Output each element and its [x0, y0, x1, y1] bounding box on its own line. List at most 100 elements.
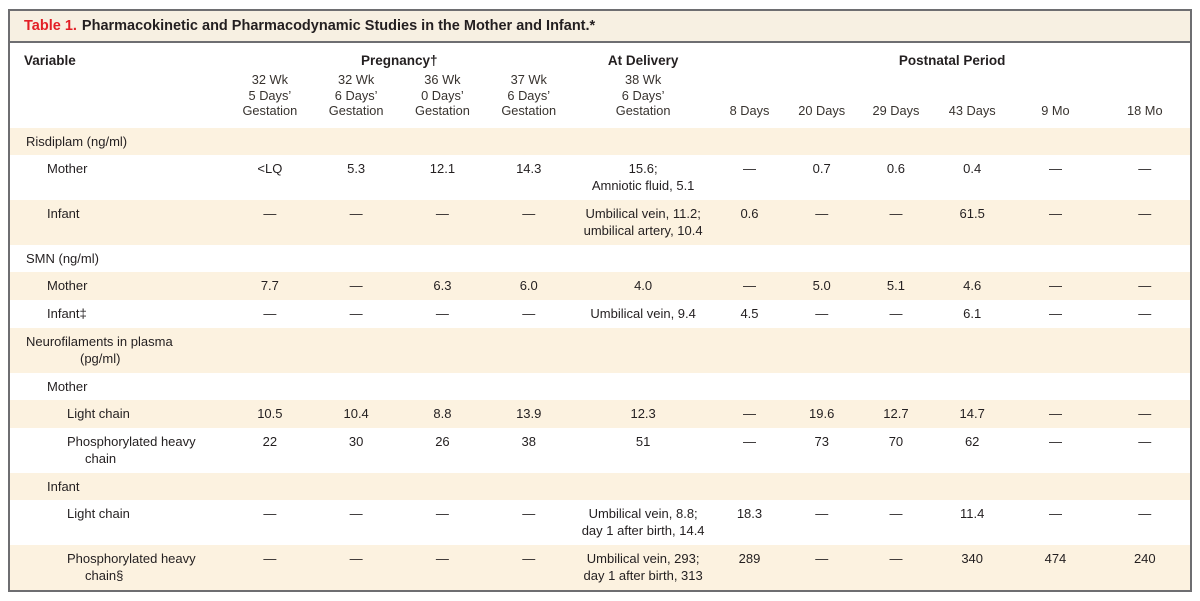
cell-value: 22 [262, 433, 278, 449]
cell-value: 70 [888, 433, 904, 449]
cell-value [1100, 473, 1190, 501]
cell-value: — [263, 551, 277, 567]
cell-value: Umbilical vein, 9.4 [590, 306, 696, 322]
cell-value: Umbilical vein, 8.8; day 1 after birth, … [581, 506, 705, 539]
cell-value: 26 [435, 433, 450, 449]
cell-value: — [815, 506, 829, 522]
cell-value: 4.5 [740, 306, 759, 322]
cell-value [399, 245, 485, 273]
cell-value: — [1048, 506, 1062, 522]
cell-value: 38 [521, 433, 536, 449]
cell-value [313, 128, 399, 156]
cell-value: 13.9 [516, 406, 542, 422]
cell-value: — [742, 161, 756, 177]
row-label: Light chain [67, 506, 130, 522]
cell-value: — [522, 506, 536, 522]
cell-value [486, 473, 572, 501]
cell-value: 5.3 [347, 161, 366, 177]
cell-value: <LQ [257, 161, 283, 177]
cell-value: 14.3 [516, 161, 542, 177]
cell-value: — [742, 406, 756, 422]
cell-value: — [1138, 433, 1152, 449]
cell-value: — [263, 306, 277, 322]
table-row: Mother [10, 373, 1190, 401]
cell-value: 18.3 [736, 506, 763, 522]
row-label: Infant‡ [47, 306, 87, 322]
cell-value [399, 128, 485, 156]
table-row: Mother <LQ 5.3 12.1 14.3 15.6; Amniotic fluid… [10, 155, 1190, 200]
column-header-36wk0d: 36 Wk 0 Days’ Gestation [415, 72, 470, 118]
cell-value [714, 128, 784, 156]
table-caption: Pharmacokinetic and Pharmacodynamic Stud… [81, 18, 596, 34]
cell-value [714, 245, 784, 273]
subcolumn-header-row: 32 Wk 5 Days’ Gestation 32 Wk 6 Days’ Ge… [10, 70, 1190, 128]
cell-value: — [1138, 506, 1152, 522]
cell-value: 11.4 [960, 506, 985, 522]
cell-value: — [1048, 306, 1062, 322]
cell-value [785, 328, 859, 373]
data-table: Variable Pregnancy† At Delivery Postnata… [10, 43, 1190, 590]
table-row: Infant [10, 472, 1190, 501]
cell-value: Umbilical vein, 293; day 1 after birth, … [583, 551, 703, 584]
cell-value: 0.6 [886, 161, 905, 177]
cell-value [859, 473, 933, 501]
cell-value [572, 328, 714, 373]
cell-value: — [349, 306, 363, 322]
cell-value: 62 [964, 433, 980, 449]
cell-value: 73 [814, 433, 829, 449]
cell-value [227, 128, 313, 156]
table-row: Light chain — — — — Umbilical vein, 8.8; day … [10, 500, 1190, 545]
cell-value: — [1048, 433, 1062, 449]
cell-value [227, 473, 313, 501]
cell-value [785, 245, 859, 273]
cell-value: — [435, 306, 449, 322]
row-label: Neurofilaments in plasma (pg/ml) [26, 333, 173, 366]
table-title-bar: Table 1. Pharmacokinetic and Pharmacodyna… [10, 11, 1190, 43]
table-row: Infant — — — — Umbilical vein, 11.2; umbilica… [10, 199, 1190, 245]
cell-value: 6.3 [433, 278, 452, 294]
cell-value: — [1138, 406, 1152, 422]
section-row: SMN (ng/ml) [10, 245, 1190, 273]
cell-value: 61.5 [959, 205, 985, 221]
cell-value: 289 [738, 551, 761, 567]
column-header-32wk6d: 32 Wk 6 Days’ Gestation [328, 72, 384, 118]
cell-value: — [815, 306, 829, 322]
cell-value: — [889, 506, 903, 522]
cell-value: 4.0 [634, 278, 653, 294]
cell-value: — [522, 205, 536, 221]
cell-value [313, 473, 399, 501]
cell-value [714, 373, 784, 401]
cell-value [859, 128, 933, 156]
row-label: Mother [47, 161, 88, 177]
cell-value: — [435, 205, 449, 221]
cell-value: — [889, 551, 903, 567]
cell-value [1011, 128, 1099, 156]
section-row: Neurofilaments in plasma (pg/ml) [10, 327, 1190, 373]
group-header-pregnancy: Pregnancy† [361, 53, 438, 68]
cell-value [1011, 328, 1099, 373]
row-label: Infant [47, 478, 80, 494]
cell-value [572, 245, 714, 273]
cell-value: 12.3 [630, 406, 656, 422]
cell-value [785, 473, 859, 501]
cell-value: — [349, 278, 363, 294]
column-header-37wk6d: 37 Wk 6 Days’ Gestation [501, 72, 557, 118]
cell-value: 15.6; Amniotic fluid, 5.1 [591, 161, 695, 194]
group-header-row: Variable Pregnancy† At Delivery Postnata… [10, 43, 1190, 70]
table-row: Phosphorylated heavy chain 22 30 26 38 51 — 73 7… [10, 428, 1190, 473]
row-label: Infant [47, 205, 80, 221]
row-label: Mother [47, 378, 88, 394]
column-header-8-days: 8 Days [729, 103, 770, 118]
cell-value [933, 473, 1011, 501]
group-header-postnatal-period: Postnatal Period [898, 53, 1006, 68]
cell-value: — [1048, 406, 1062, 422]
cell-value: — [742, 278, 756, 294]
table-row: Light chain 10.5 10.4 8.8 13.9 12.3 — 19.6 12.7 1… [10, 400, 1190, 428]
cell-value: 240 [1133, 551, 1156, 567]
cell-value: — [742, 433, 756, 449]
cell-value [486, 128, 572, 156]
cell-value: — [1138, 161, 1152, 177]
cell-value: 7.7 [260, 278, 279, 294]
cell-value [572, 128, 714, 156]
cell-value: — [435, 506, 449, 522]
